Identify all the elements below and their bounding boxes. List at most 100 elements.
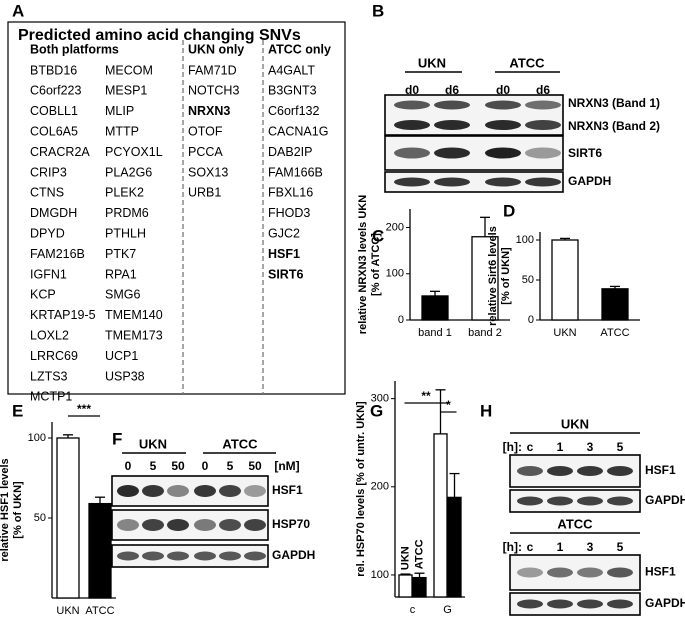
blot-band [517,599,543,609]
group-label: ATCC [509,55,545,70]
gene-name: UCP1 [105,349,138,363]
blot-band [547,599,573,609]
band-label: HSP70 [272,517,310,531]
gene-name: NOTCH3 [188,84,239,98]
gene-name: GJC2 [268,226,300,240]
lane-label: 5 [227,459,234,473]
blot-band [607,466,633,476]
gene-name: MCTP1 [30,390,72,404]
lane-label: 5 [150,459,157,473]
panel-letter: C [372,226,384,245]
gene-name: COBLL1 [30,104,78,118]
blot-band [219,519,241,531]
bar [56,437,80,599]
gene-name: CRIP3 [30,165,67,179]
y-tick-label: 200 [386,221,404,233]
x-tick-label: ATCC [600,327,629,339]
blot-band [434,120,470,130]
bar [88,502,112,599]
blot-band [485,120,521,130]
blot-band [577,599,603,609]
gene-name: IGFN1 [30,267,67,281]
lane-label: d0 [496,83,510,97]
band-label: GAPDH [645,596,685,610]
y-axis-label: relative Sirt6 levels [487,226,499,326]
lane-label: d0 [405,83,419,97]
gene-name: FAM71D [188,63,237,77]
blot-band [577,496,603,506]
time-label: [h]: [503,540,522,554]
gene-name: SIRT6 [268,267,303,281]
gene-name: DAB2IP [268,145,312,159]
blot-band [607,599,633,609]
blot-band [607,567,633,578]
y-tick-label: 100 [371,569,389,581]
blot-band [142,519,164,531]
table-title: Predicted amino acid changing SNVs [18,27,301,44]
group-label: UKN [561,416,589,431]
band-label: NRXN3 (Band 2) [568,119,660,133]
lane-label: 50 [248,459,262,473]
blot-band [517,567,543,578]
bar [433,433,448,598]
blot-band [394,177,430,187]
lane-label: 50 [171,459,185,473]
x-tick-label: band 1 [418,327,452,339]
gene-name: SMG6 [105,288,140,302]
blot-band [117,485,139,497]
band-label: NRXN3 (Band 1) [568,96,660,110]
blot-band [517,496,543,506]
gene-name: KRTAP19-5 [30,308,96,322]
legend-label: UKN [399,546,411,570]
blot-band [394,147,430,159]
gene-name: KCP [30,288,56,302]
bar [398,574,413,598]
lane-label: 1 [557,540,564,554]
gene-name: MTTP [105,124,139,138]
lane-label: d6 [445,83,459,97]
y-axis-label: rel. HSP70 levels [% of untr. UKN] [355,401,367,577]
blot-band [117,519,139,531]
unit-label: [nM] [274,459,299,473]
gene-name: PCYOX1L [105,145,163,159]
y-tick-label: 0 [398,314,404,326]
blot-frame [111,544,269,568]
gene-name: PLEK2 [105,186,144,200]
blot-frame [384,171,564,193]
blot-band [547,496,573,506]
band-label: HSF1 [645,463,676,477]
group-label: UKN [418,55,446,70]
blot-band [244,551,266,561]
y-tick-label: 50 [34,512,46,524]
blot-band [517,466,543,476]
blot-band [434,147,470,159]
gene-name: TMEM140 [105,308,163,322]
y-axis-label: relative HSF1 levels [0,458,11,561]
gene-name: RPA1 [105,267,137,281]
blot-band [547,466,573,476]
band-label: HSF1 [272,483,303,497]
bar [551,239,579,321]
y-tick-label: 100 [386,268,404,280]
y-tick-label: 100 [28,432,46,444]
group-label: ATCC [222,436,258,451]
gene-name: B3GNT3 [268,84,317,98]
gene-name: NRXN3 [188,104,230,118]
column-header: UKN only [188,42,244,56]
panel-letter: G [370,401,383,420]
gene-name: MESP1 [105,84,147,98]
blot-band [434,177,470,187]
gene-name: FAM166B [268,165,323,179]
lane-label: 1 [557,440,564,454]
gene-name: LOXL2 [30,328,69,342]
blot-band [117,551,139,561]
lane-label: d6 [536,83,550,97]
band-label: GAPDH [645,493,685,507]
gene-name: FBXL16 [268,186,313,200]
lane-label: 3 [587,440,594,454]
blot-band [485,100,521,110]
blot-band [525,100,561,110]
gene-name: DMGDH [30,206,77,220]
blot-band [244,485,266,497]
panel-letter: B [372,1,384,20]
